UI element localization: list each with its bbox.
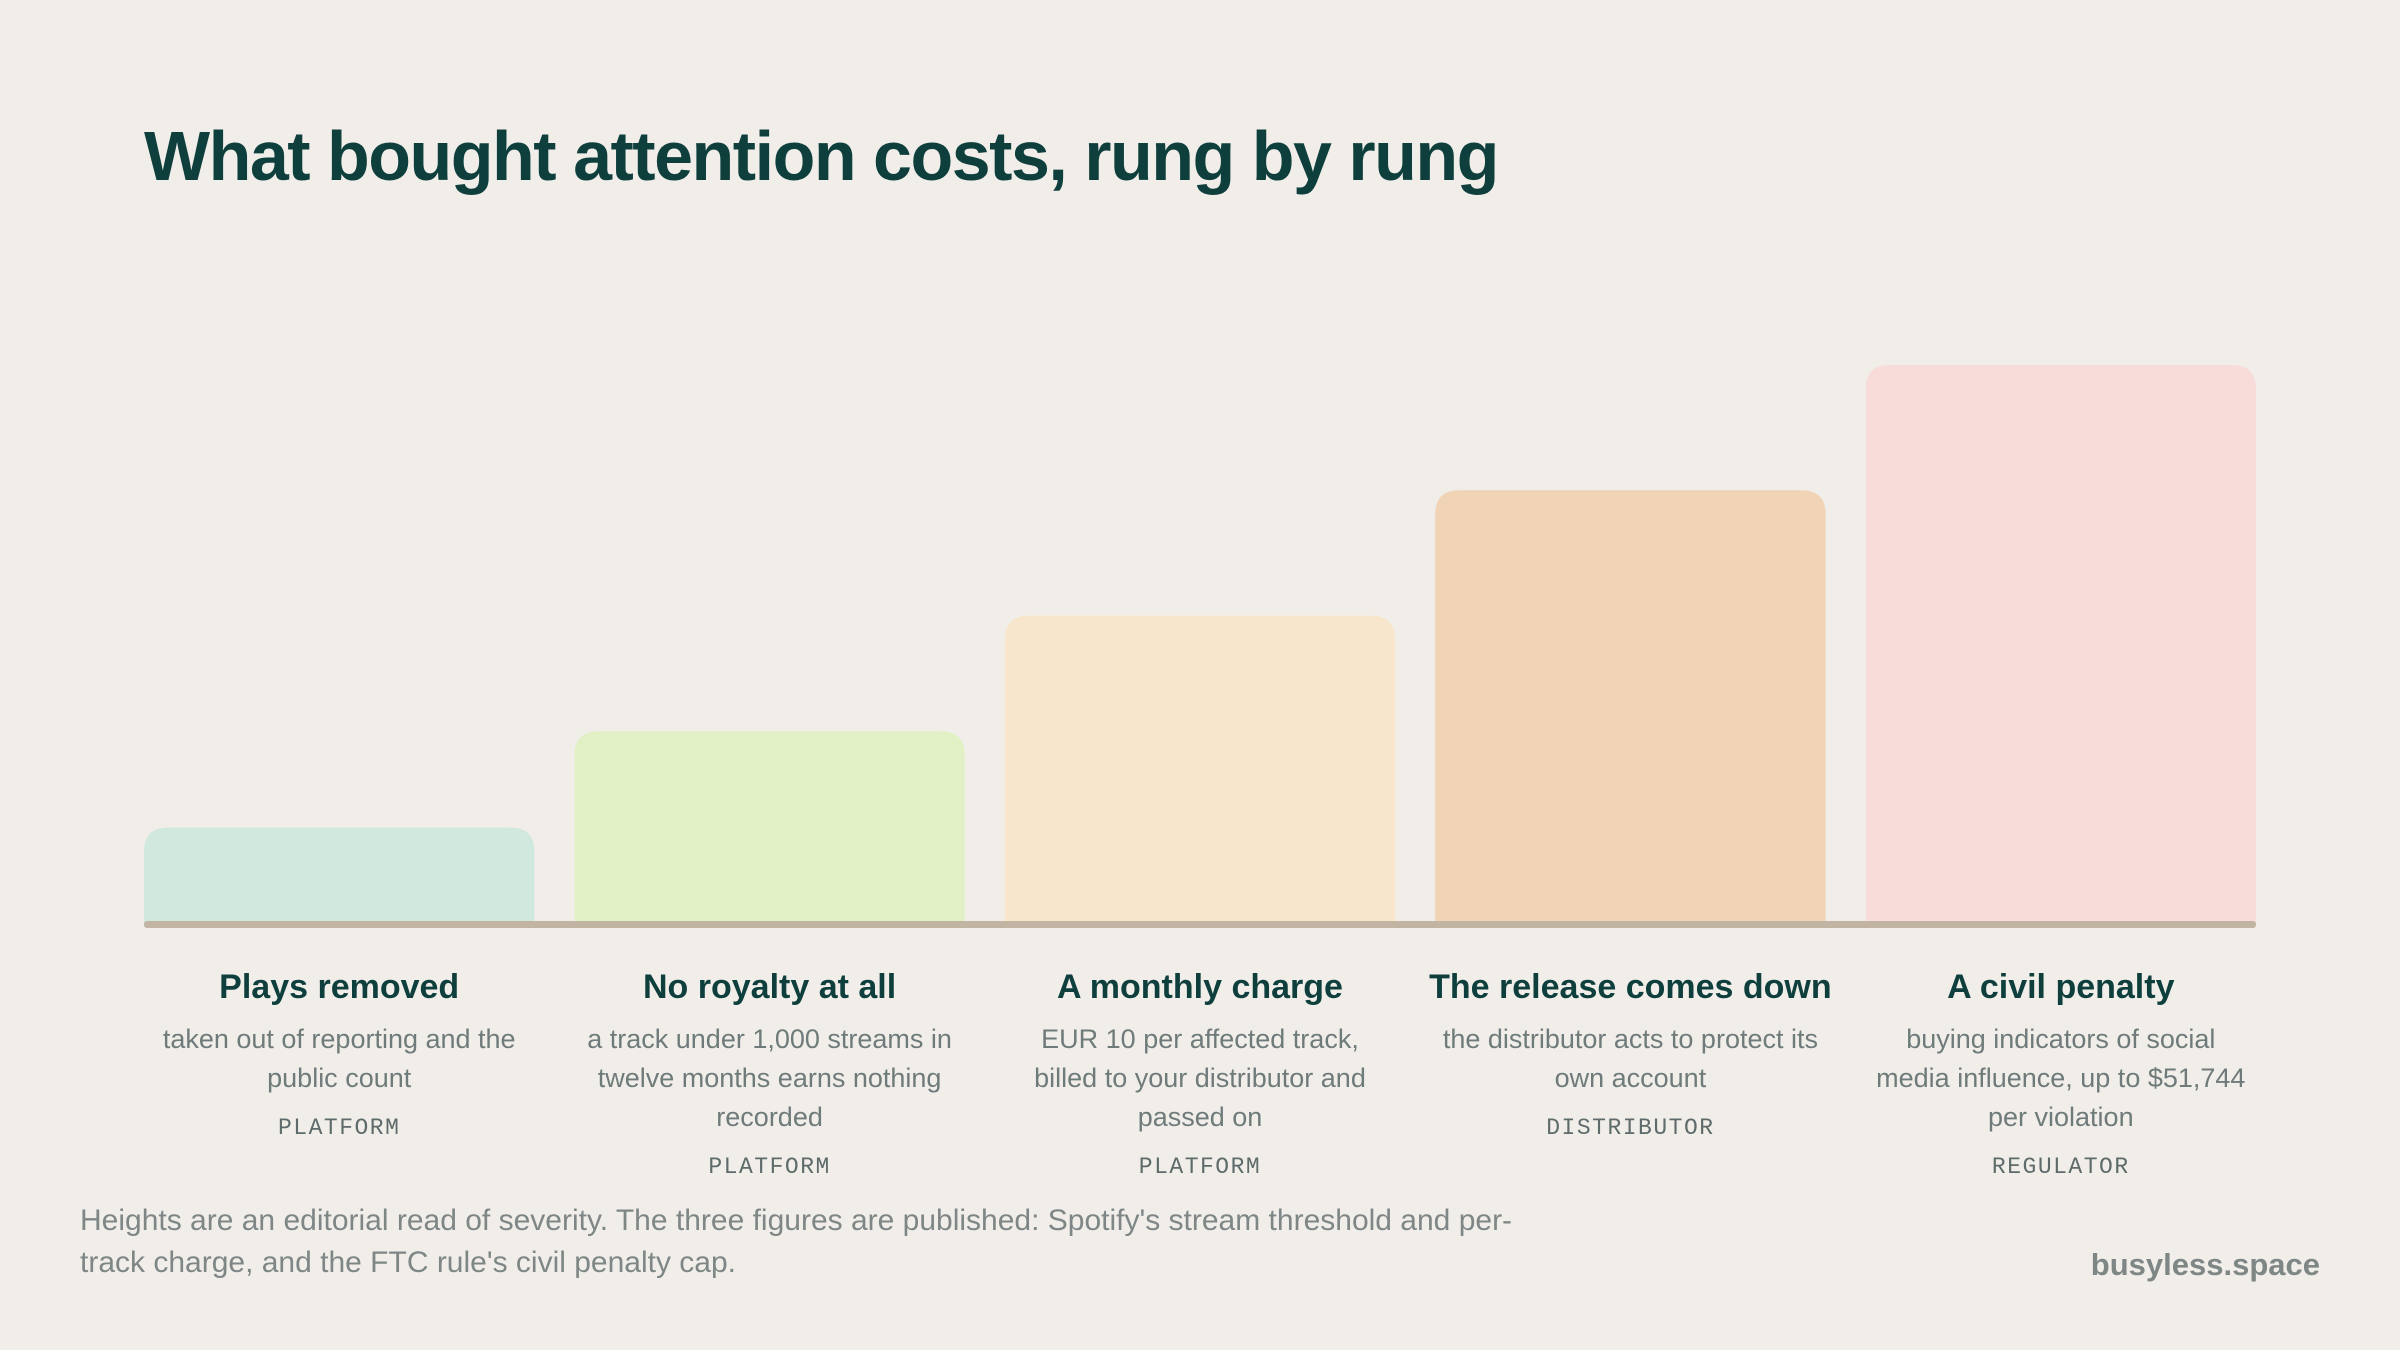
bar-1: [144, 827, 535, 924]
bar-4: [1435, 490, 1826, 924]
bar-description-2-line-3: recorded: [716, 1102, 823, 1132]
bar-label-2: No royalty at all: [643, 968, 896, 1006]
bar-source-1: PLATFORM: [278, 1115, 400, 1141]
brand-link[interactable]: busyless.space: [2090, 1247, 2320, 1282]
bar-description-4-line-2: own account: [1555, 1063, 1707, 1093]
bar-source-5: REGULATOR: [1992, 1154, 2130, 1180]
baseline: [144, 921, 2256, 928]
bar-2: [574, 731, 965, 924]
bar-description-3-line-2: billed to your distributor and: [1034, 1063, 1366, 1093]
chart-title: What bought attention costs, rung by run…: [144, 117, 1499, 195]
bar-label-3: A monthly charge: [1057, 968, 1343, 1006]
footnote: Heights are an editorial read of severit…: [80, 1204, 1513, 1279]
bar-description-2-line-1: a track under 1,000 streams in: [587, 1024, 952, 1054]
bar-source-2: PLATFORM: [708, 1154, 830, 1180]
bar-source-4: DISTRIBUTOR: [1546, 1115, 1714, 1141]
bar-source-3: PLATFORM: [1139, 1154, 1261, 1180]
bar-label-4: The release comes down: [1429, 968, 1832, 1006]
bar-description-3-line-3: passed on: [1138, 1102, 1263, 1132]
bar-description-4-line-1: the distributor acts to protect its: [1443, 1024, 1818, 1054]
bar-5: [1865, 365, 2256, 924]
bar-description-1-line-1: taken out of reporting and the: [163, 1024, 516, 1054]
bar-description-5-line-2: media influence, up to $51,744: [1876, 1063, 2245, 1093]
bar-description-3-line-1: EUR 10 per affected track,: [1041, 1024, 1359, 1054]
bar-description-5-line-1: buying indicators of social: [1906, 1024, 2215, 1054]
bar-label-5: A civil penalty: [1947, 968, 2174, 1006]
bar-description-5-line-3: per violation: [1988, 1102, 2134, 1132]
bar-description-2-line-2: twelve months earns nothing: [598, 1063, 942, 1093]
bar-description-1-line-2: public count: [267, 1063, 412, 1093]
bar-3: [1004, 615, 1396, 924]
bar-label-1: Plays removed: [219, 968, 459, 1006]
